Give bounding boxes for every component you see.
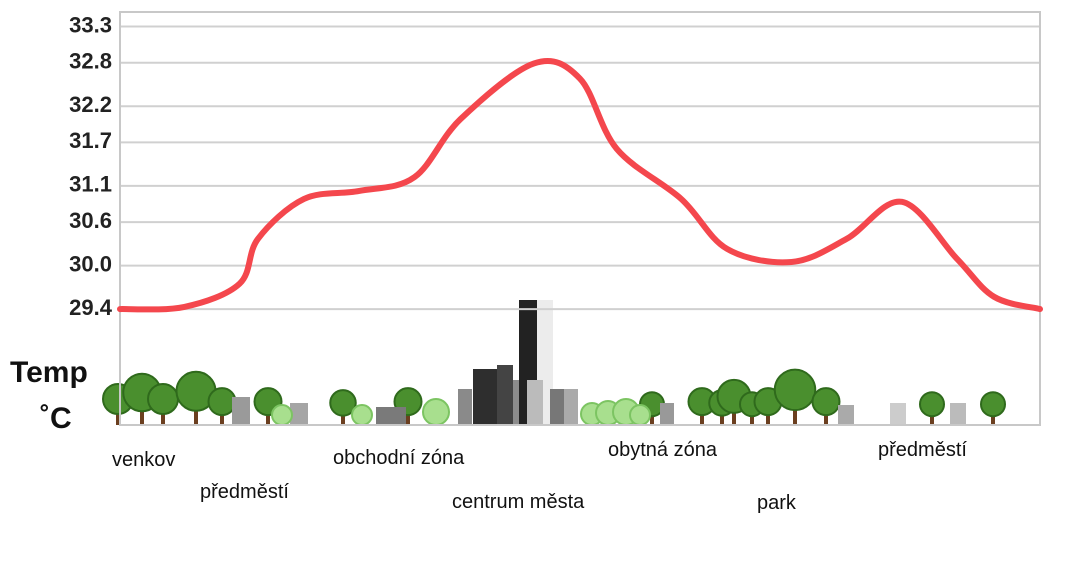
- y-axis-unit: ˚C: [40, 402, 72, 435]
- building: [458, 389, 472, 425]
- bush: [422, 398, 450, 426]
- zone-label: předměstí: [878, 439, 967, 461]
- tree-trunk: [194, 406, 198, 425]
- tree-trunk: [824, 412, 828, 425]
- tree-trunk: [930, 413, 934, 425]
- building: [550, 389, 564, 425]
- y-tick-label: 33.3: [69, 12, 112, 37]
- building: [497, 365, 513, 425]
- building: [660, 403, 674, 425]
- tree-trunk: [766, 412, 770, 425]
- tree-crown: [207, 387, 237, 417]
- zone-label: obchodní zóna: [333, 447, 465, 469]
- temperature-line: [117, 57, 1043, 313]
- tree-crown: [773, 368, 817, 412]
- tree-trunk: [793, 406, 797, 425]
- tree-trunk: [140, 407, 144, 425]
- y-tick-label: 30.0: [69, 251, 112, 276]
- zone-label: centrum města: [452, 491, 585, 513]
- tree-trunk: [406, 412, 410, 425]
- bush: [351, 404, 373, 426]
- tree-trunk: [341, 413, 345, 425]
- bush: [629, 404, 651, 426]
- tree-trunk: [266, 412, 270, 425]
- tree-crown: [329, 389, 357, 417]
- tree-trunk: [991, 413, 995, 425]
- zone-label: obytná zóna: [608, 439, 718, 461]
- y-tick-label: 32.2: [69, 92, 112, 117]
- tree-trunk: [700, 412, 704, 425]
- tree-trunk: [750, 413, 754, 425]
- y-tick-label: 31.1: [69, 172, 112, 197]
- tree-trunk: [161, 411, 165, 425]
- bush: [271, 404, 293, 426]
- y-tick-label: 30.6: [69, 208, 112, 233]
- y-tick-label: 29.4: [69, 295, 113, 320]
- plot-frame: [119, 11, 1041, 426]
- tree-crown: [147, 383, 179, 415]
- tree-trunk: [650, 413, 654, 425]
- tree-crown: [919, 391, 945, 418]
- building: [473, 369, 497, 425]
- tree-trunk: [116, 411, 120, 425]
- tree-crown: [980, 391, 1006, 418]
- building: [890, 403, 906, 425]
- y-tick-label: 32.8: [69, 49, 112, 74]
- tree-trunk: [720, 413, 724, 425]
- zone-label: park: [757, 492, 797, 514]
- tree-crown: [811, 387, 841, 417]
- zone-label: venkov: [112, 449, 175, 471]
- building: [376, 407, 406, 425]
- y-tick-label: 31.7: [69, 128, 112, 153]
- building: [564, 389, 578, 425]
- tree-trunk: [220, 412, 224, 425]
- building: [950, 403, 966, 425]
- building: [290, 403, 308, 425]
- zone-label: předměstí: [200, 481, 289, 503]
- building: [527, 380, 543, 425]
- y-axis-label: Temp: [10, 356, 88, 389]
- building: [232, 397, 250, 425]
- tree-trunk: [732, 409, 736, 425]
- building: [838, 405, 854, 425]
- landscape: [102, 300, 1006, 426]
